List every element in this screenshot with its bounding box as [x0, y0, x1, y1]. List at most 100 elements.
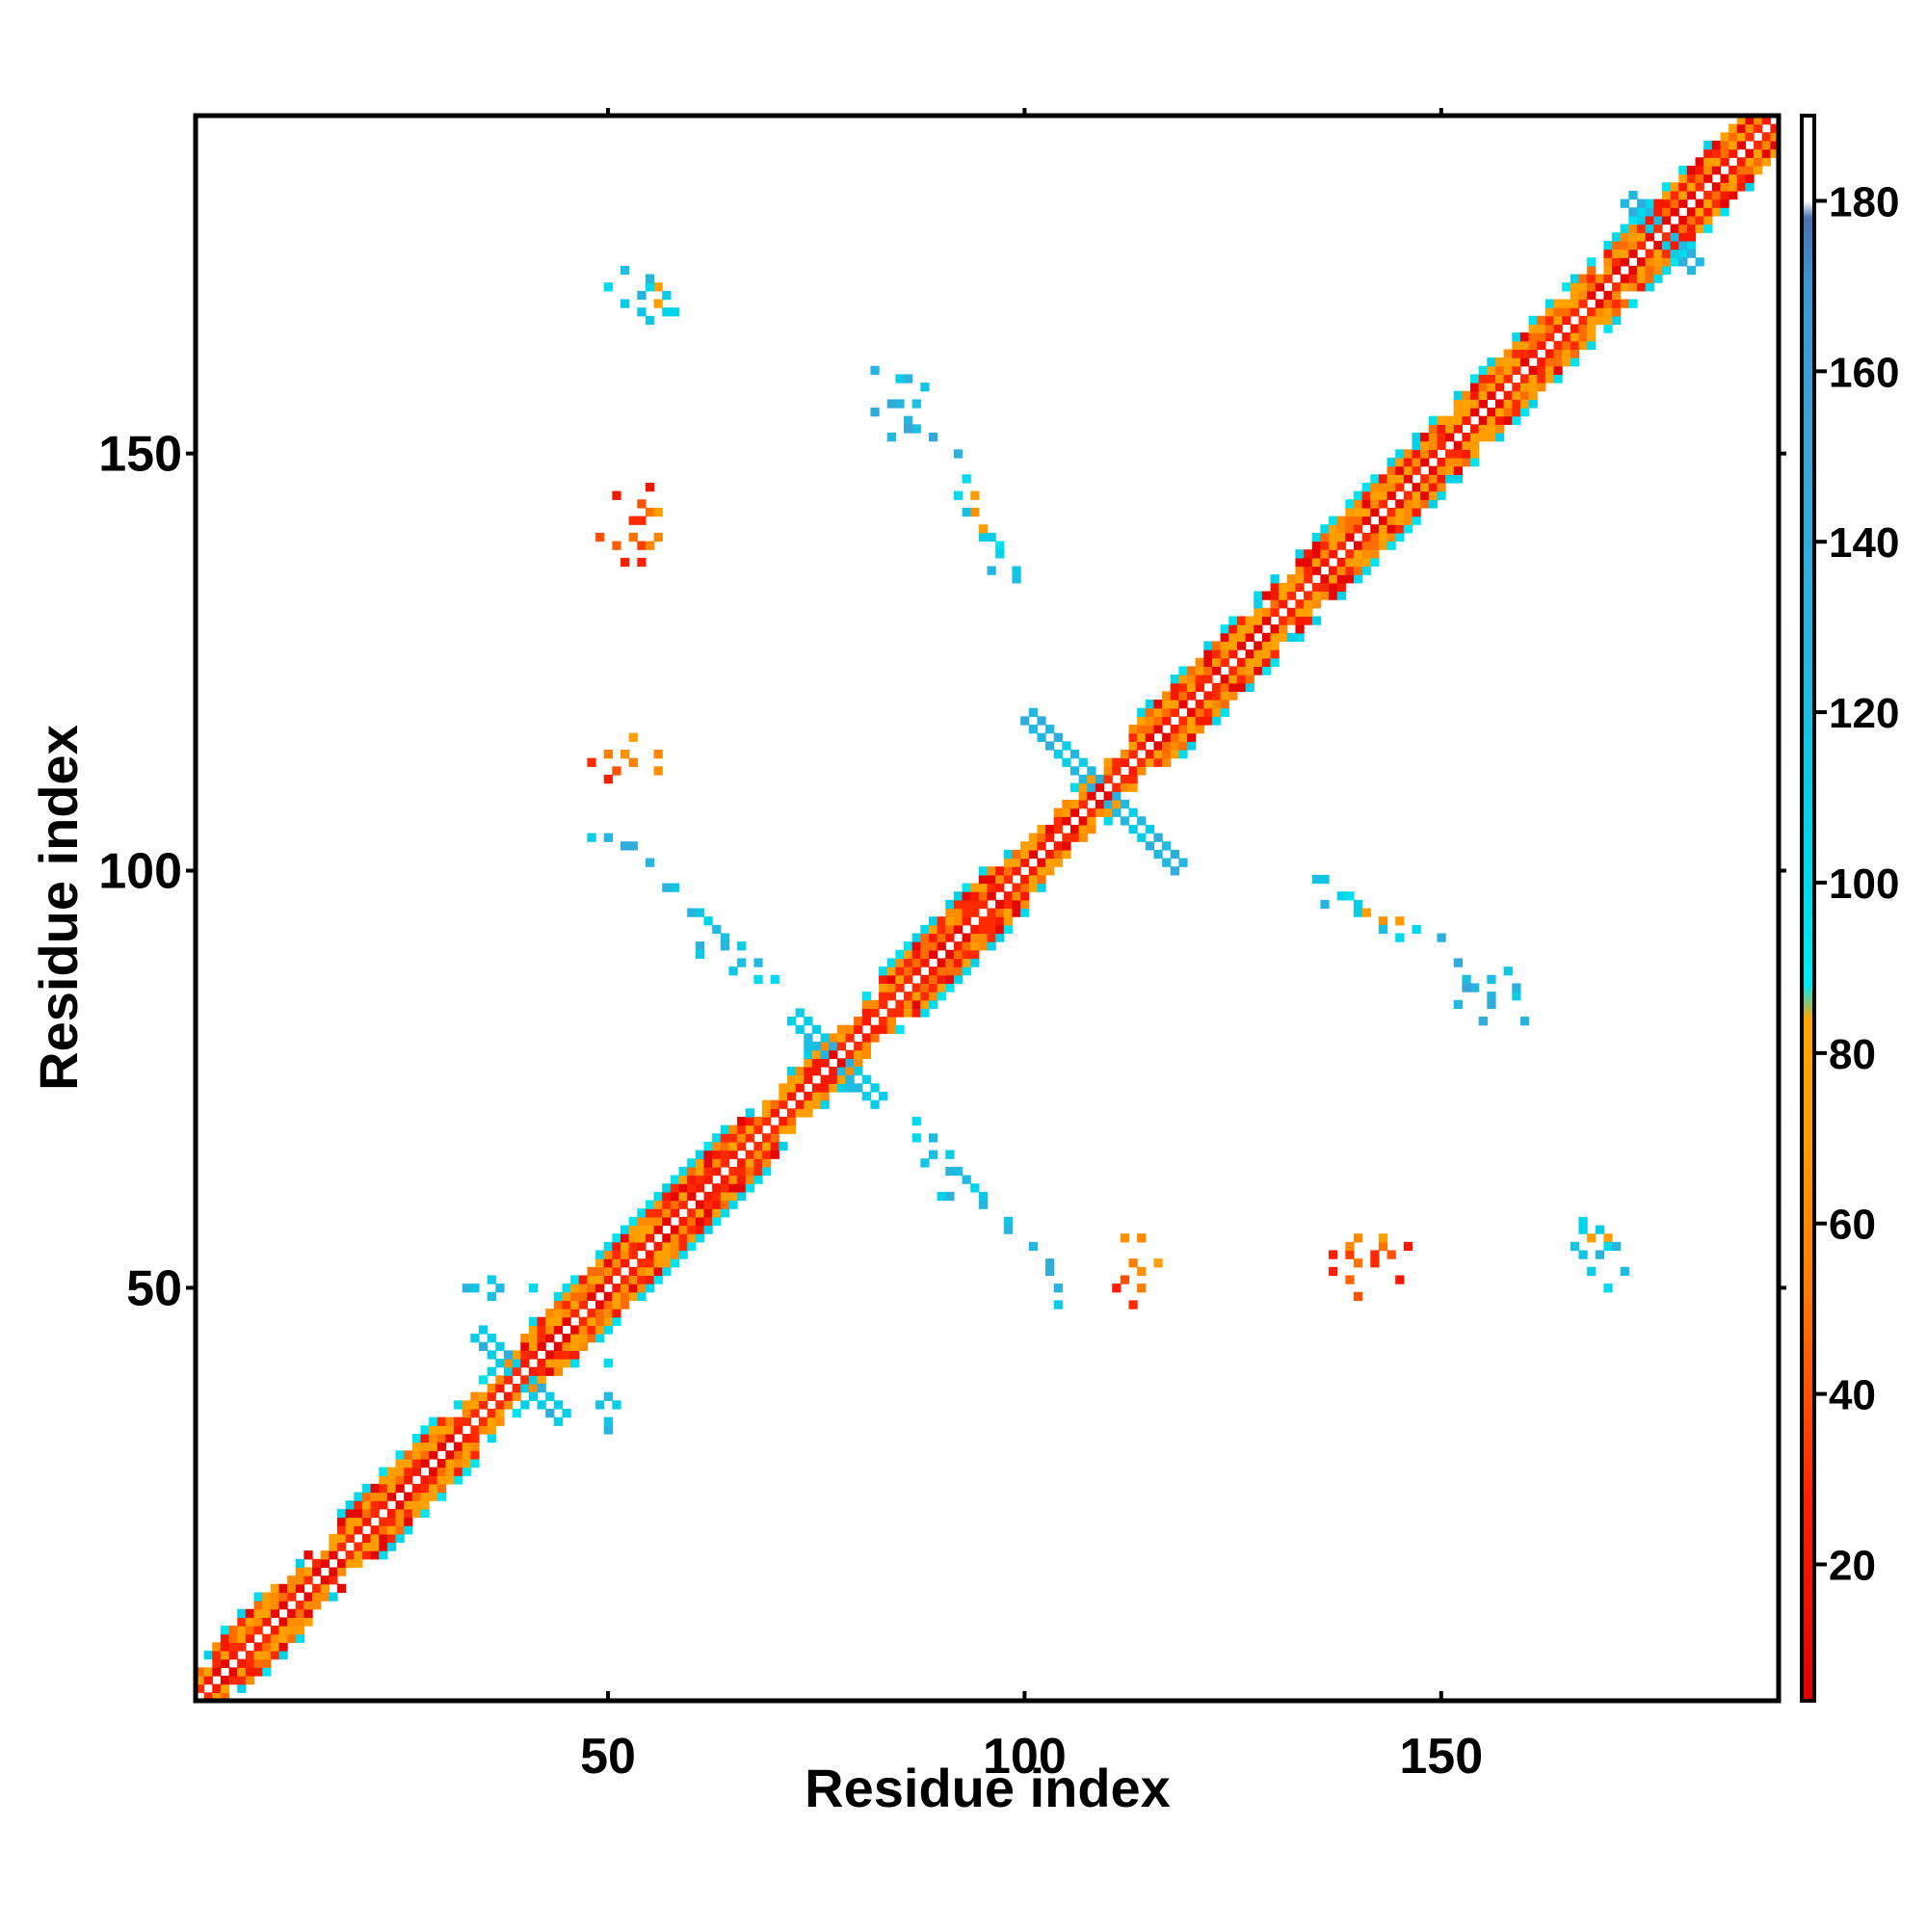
heatmap-cell: [1487, 424, 1496, 434]
heatmap-cell: [1311, 532, 1321, 543]
heatmap-cell: [1553, 315, 1563, 326]
heatmap-cell: [737, 941, 747, 951]
heatmap-cell: [278, 1633, 288, 1643]
heatmap-cell: [1487, 390, 1496, 400]
heatmap-cell: [1395, 457, 1405, 467]
heatmap-cell: [995, 924, 1005, 935]
heatmap-cell: [687, 1191, 697, 1202]
heatmap-cell: [1286, 591, 1297, 600]
heatmap-cell: [1329, 516, 1338, 525]
heatmap-cell: [220, 1633, 230, 1643]
heatmap-cell: [1286, 632, 1297, 643]
heatmap-cell: [804, 1067, 813, 1076]
heatmap-cell: [304, 1567, 313, 1576]
heatmap-cell: [645, 482, 655, 492]
heatmap-cell: [454, 1475, 463, 1485]
heatmap-cell: [811, 1099, 822, 1109]
heatmap-cell: [603, 1425, 613, 1435]
heatmap-cell: [395, 1450, 405, 1460]
heatmap-cell: [895, 949, 905, 960]
heatmap-cell: [562, 1359, 571, 1368]
heatmap-cell: [770, 1141, 779, 1151]
heatmap-cell: [1211, 682, 1222, 692]
heatmap-cell: [253, 1592, 263, 1601]
heatmap-cell: [1395, 499, 1405, 509]
heatmap-cell: [1503, 390, 1513, 400]
heatmap-cell: [795, 1024, 805, 1034]
heatmap-cell: [1120, 816, 1130, 826]
heatmap-cell: [737, 1175, 747, 1184]
heatmap-cell: [520, 1359, 530, 1368]
heatmap-cell: [1503, 365, 1513, 375]
heatmap-cell: [237, 1676, 247, 1685]
heatmap-cell: [1345, 532, 1355, 543]
heatmap-cell: [1254, 649, 1263, 659]
heatmap-cell: [1487, 992, 1496, 1001]
x-axis-label: Residue index: [805, 1758, 1171, 1818]
heatmap-cell: [1754, 157, 1763, 167]
heatmap-cell: [1695, 165, 1704, 175]
heatmap-cell: [804, 1058, 813, 1068]
heatmap-cell: [653, 1208, 663, 1218]
heatmap-cell: [404, 1467, 413, 1476]
heatmap-cell: [1170, 741, 1179, 751]
heatmap-cell: [354, 1508, 363, 1519]
heatmap-cell: [945, 1166, 955, 1177]
heatmap-cell: [612, 1291, 621, 1302]
heatmap-cell: [1395, 532, 1405, 543]
heatmap-cell: [1128, 732, 1138, 742]
heatmap-cell: [1661, 257, 1672, 267]
heatmap-cell: [570, 1359, 580, 1368]
heatmap-cell: [1537, 340, 1546, 351]
heatmap-cell: [937, 974, 946, 985]
heatmap-cell: [1494, 374, 1505, 384]
heatmap-cell: [1487, 415, 1496, 425]
heatmap-cell: [886, 958, 896, 967]
heatmap-cell: [1478, 433, 1488, 442]
heatmap-cell: [1386, 532, 1396, 543]
heatmap-cell: [1653, 249, 1663, 258]
heatmap-cell: [845, 1074, 855, 1084]
heatmap-cell: [861, 1008, 872, 1018]
heatmap-cell: [703, 1141, 713, 1151]
heatmap-cell: [379, 1525, 388, 1535]
heatmap-cell: [1028, 1241, 1038, 1252]
heatmap-cell: [1270, 599, 1280, 609]
heatmap-cell: [245, 1608, 255, 1619]
heatmap-cell: [1544, 349, 1555, 358]
heatmap-cell: [703, 1216, 713, 1227]
heatmap-cell: [1711, 157, 1722, 167]
heatmap-cell: [762, 1116, 772, 1126]
heatmap-cell: [1395, 516, 1405, 525]
heatmap-cell: [1295, 607, 1305, 618]
heatmap-cell: [879, 999, 888, 1009]
heatmap-cell: [695, 1225, 705, 1234]
heatmap-cell: [811, 1083, 822, 1093]
heatmap-cell: [1736, 157, 1747, 167]
heatmap-cell: [278, 1601, 288, 1610]
y-tick-label: 100: [98, 844, 182, 900]
heatmap-cell: [779, 1099, 788, 1109]
heatmap-cell: [495, 1408, 505, 1418]
heatmap-cell: [1329, 1250, 1338, 1259]
heatmap-cell: [420, 1442, 430, 1451]
heatmap-cell: [495, 1416, 505, 1426]
heatmap-cell: [1211, 641, 1222, 650]
heatmap-cell: [745, 1108, 754, 1118]
heatmap-cell: [1320, 541, 1330, 550]
heatmap-cell: [520, 1384, 530, 1393]
heatmap-cell: [795, 1067, 805, 1076]
heatmap-cell: [1695, 215, 1704, 225]
heatmap-cell: [1378, 516, 1388, 525]
heatmap-cell: [1445, 449, 1455, 459]
heatmap-cell: [1453, 999, 1463, 1009]
heatmap-cell: [1345, 891, 1355, 901]
heatmap-cell: [804, 1074, 813, 1084]
heatmap-cell: [1170, 725, 1179, 734]
heatmap-cell: [637, 1233, 647, 1243]
heatmap-cell: [228, 1667, 238, 1677]
heatmap-cell: [595, 1309, 605, 1318]
heatmap-cell: [1361, 490, 1371, 500]
heatmap-cell: [1395, 524, 1405, 534]
heatmap-cell: [678, 1200, 688, 1209]
